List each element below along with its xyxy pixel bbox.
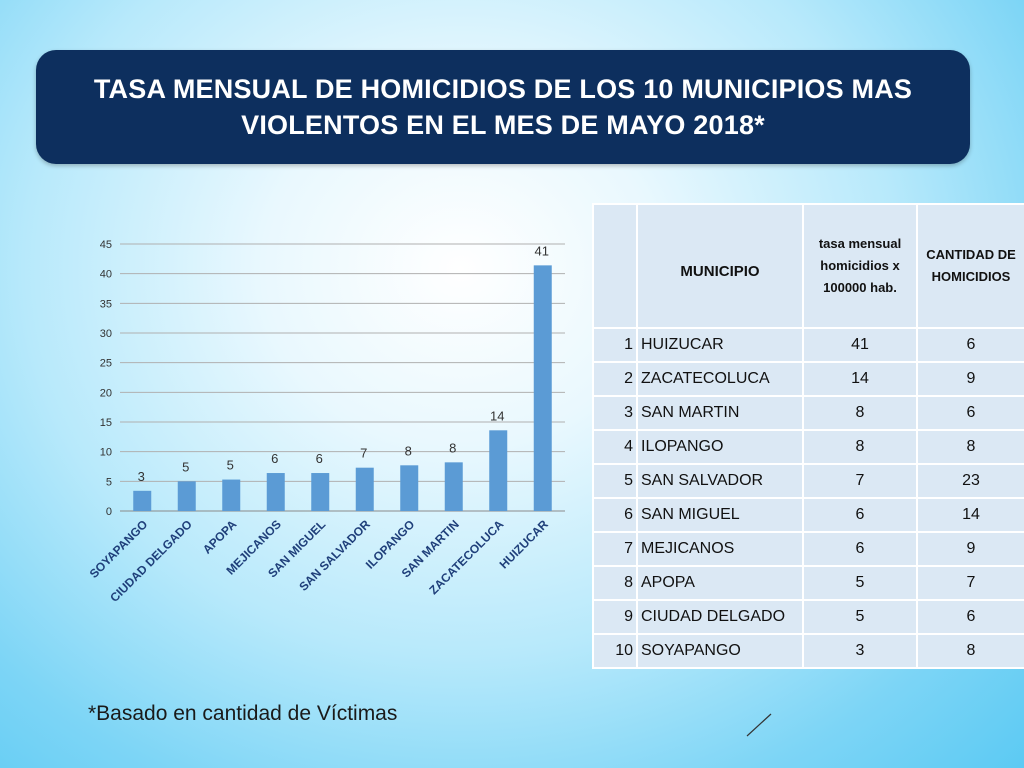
cell-tasa: 6 <box>802 531 918 567</box>
cell-tasa: 3 <box>802 633 918 669</box>
header-municipio: MUNICIPIO <box>636 203 804 329</box>
cell-municipio: ILOPANGO <box>636 429 804 465</box>
table-row: 6 SAN MIGUEL 6 14 <box>592 497 1024 533</box>
cell-rank: 4 <box>592 429 638 465</box>
cell-municipio: SOYAPANGO <box>636 633 804 669</box>
data-label: 5 <box>182 459 189 474</box>
cell-municipio: ZACATECOLUCA <box>636 361 804 397</box>
table-row: 8 APOPA 5 7 <box>592 565 1024 601</box>
cell-cantidad: 6 <box>916 599 1024 635</box>
table-row: 9 CIUDAD DELGADO 5 6 <box>592 599 1024 635</box>
x-category-label: CIUDAD DELGADO <box>107 517 195 605</box>
cell-cantidad: 9 <box>916 531 1024 567</box>
table-row: 3 SAN MARTIN 8 6 <box>592 395 1024 431</box>
data-label: 8 <box>449 440 456 455</box>
bar <box>355 467 374 511</box>
data-label: 14 <box>490 408 504 423</box>
cell-cantidad: 7 <box>916 565 1024 601</box>
header-rank <box>592 203 638 329</box>
cell-cantidad: 6 <box>916 327 1024 363</box>
cell-cantidad: 9 <box>916 361 1024 397</box>
x-category-label: HUIZUCAR <box>497 517 551 571</box>
data-label: 5 <box>227 458 234 473</box>
cell-rank: 1 <box>592 327 638 363</box>
cell-municipio: SAN MIGUEL <box>636 497 804 533</box>
cell-rank: 6 <box>592 497 638 533</box>
cell-rank: 9 <box>592 599 638 635</box>
cell-municipio: SAN MARTIN <box>636 395 804 431</box>
cell-tasa: 14 <box>802 361 918 397</box>
data-label: 6 <box>316 451 323 466</box>
y-tick-label: 25 <box>100 358 112 370</box>
cell-cantidad: 8 <box>916 633 1024 669</box>
data-label: 7 <box>360 446 367 461</box>
cell-cantidad: 6 <box>916 395 1024 431</box>
data-label: 6 <box>271 451 278 466</box>
table-row: 10 SOYAPANGO 3 8 <box>592 633 1024 669</box>
cell-cantidad: 14 <box>916 497 1024 533</box>
bar <box>177 481 196 511</box>
bar <box>489 430 508 511</box>
cell-rank: 3 <box>592 395 638 431</box>
cell-tasa: 5 <box>802 599 918 635</box>
table-row: 7 MEJICANOS 6 9 <box>592 531 1024 567</box>
cell-cantidad: 8 <box>916 429 1024 465</box>
table-row: 4 ILOPANGO 8 8 <box>592 429 1024 465</box>
bar <box>266 473 285 511</box>
bar <box>133 490 152 511</box>
bar <box>444 462 463 511</box>
cell-tasa: 6 <box>802 497 918 533</box>
cell-tasa: 8 <box>802 395 918 431</box>
header-tasa: tasa mensual homicidios x 100000 hab. <box>802 203 918 329</box>
cell-rank: 7 <box>592 531 638 567</box>
homicide-table: MUNICIPIO tasa mensual homicidios x 1000… <box>592 203 1024 669</box>
data-label: 41 <box>535 243 549 258</box>
footnote: *Basado en cantidad de Víctimas <box>88 702 398 725</box>
table-row: 1 HUIZUCAR 41 6 <box>592 327 1024 363</box>
cell-rank: 5 <box>592 463 638 499</box>
data-label: 3 <box>138 469 145 484</box>
cell-rank: 10 <box>592 633 638 669</box>
y-tick-label: 45 <box>100 239 112 251</box>
bar <box>311 473 330 511</box>
cell-municipio: MEJICANOS <box>636 531 804 567</box>
header-cantidad: CANTIDAD DE HOMICIDIOS <box>916 203 1024 329</box>
y-tick-label: 20 <box>100 387 112 399</box>
table-row: 5 SAN SALVADOR 7 23 <box>592 463 1024 499</box>
y-tick-label: 30 <box>100 328 112 340</box>
cell-tasa: 41 <box>802 327 918 363</box>
cell-municipio: SAN SALVADOR <box>636 463 804 499</box>
y-tick-label: 10 <box>100 447 112 459</box>
y-tick-label: 0 <box>106 506 112 518</box>
bar <box>533 265 552 511</box>
x-category-label: APOPA <box>200 517 240 557</box>
slide-title: TASA MENSUAL DE HOMICIDIOS DE LOS 10 MUN… <box>93 74 913 140</box>
cell-rank: 8 <box>592 565 638 601</box>
cell-cantidad: 23 <box>916 463 1024 499</box>
decorative-line <box>746 713 772 737</box>
table-row: 2 ZACATECOLUCA 14 9 <box>592 361 1024 397</box>
data-label: 8 <box>405 443 412 458</box>
cell-municipio: HUIZUCAR <box>636 327 804 363</box>
y-tick-label: 5 <box>106 476 112 488</box>
y-tick-label: 15 <box>100 417 112 429</box>
cell-rank: 2 <box>592 361 638 397</box>
cell-tasa: 7 <box>802 463 918 499</box>
title-banner: TASA MENSUAL DE HOMICIDIOS DE LOS 10 MUN… <box>36 50 970 164</box>
x-category-label: ZACATECOLUCA <box>426 517 506 597</box>
bar <box>222 479 241 511</box>
cell-municipio: CIUDAD DELGADO <box>636 599 804 635</box>
bar <box>400 465 419 511</box>
cell-tasa: 5 <box>802 565 918 601</box>
y-tick-label: 40 <box>100 269 112 281</box>
cell-tasa: 8 <box>802 429 918 465</box>
y-tick-label: 35 <box>100 298 112 310</box>
cell-municipio: APOPA <box>636 565 804 601</box>
table-header-row: MUNICIPIO tasa mensual homicidios x 1000… <box>592 203 1024 329</box>
